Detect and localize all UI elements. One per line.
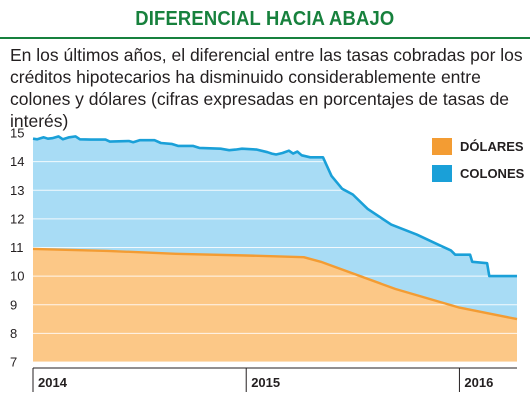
chart-title: DIFERENCIAL HACIA ABAJO [135,7,395,30]
y-tick-label-14: 14 [10,154,24,169]
y-tick-label-13: 13 [10,183,24,198]
x-tick-label-2016: 2016 [464,375,493,390]
y-tick-label-12: 12 [10,211,24,226]
chart-subtitle: En los últimos años, el diferencial entr… [10,45,523,131]
y-tick-label-9: 9 [10,297,17,312]
y-tick-label-10: 10 [10,269,24,284]
title-rule [0,37,530,39]
dolares-line [32,247,518,321]
gridlines [33,132,517,363]
legend-swatch-2 [432,165,452,182]
y-tick-label-11: 11 [10,240,24,255]
y-tick-label-15: 15 [10,126,24,141]
legend-label-2: COLONES [460,166,525,181]
legend-swatch-1 [432,138,452,155]
header: DIFERENCIAL HACIA ABAJO [0,0,530,38]
legend: DÓLARES COLONES [432,138,525,182]
y-tick-label-7: 7 [10,355,17,370]
y-tick-label-8: 8 [10,326,17,341]
series-lines [32,135,518,321]
x-tick-label-2014: 2014 [38,375,68,390]
axes: 15 14 13 12 11 10 9 8 7 2014 2015 2016 [10,126,517,392]
legend-label-1: DÓLARES [460,139,524,154]
x-tick-label-2015: 2015 [251,375,280,390]
colones-line [32,135,517,278]
